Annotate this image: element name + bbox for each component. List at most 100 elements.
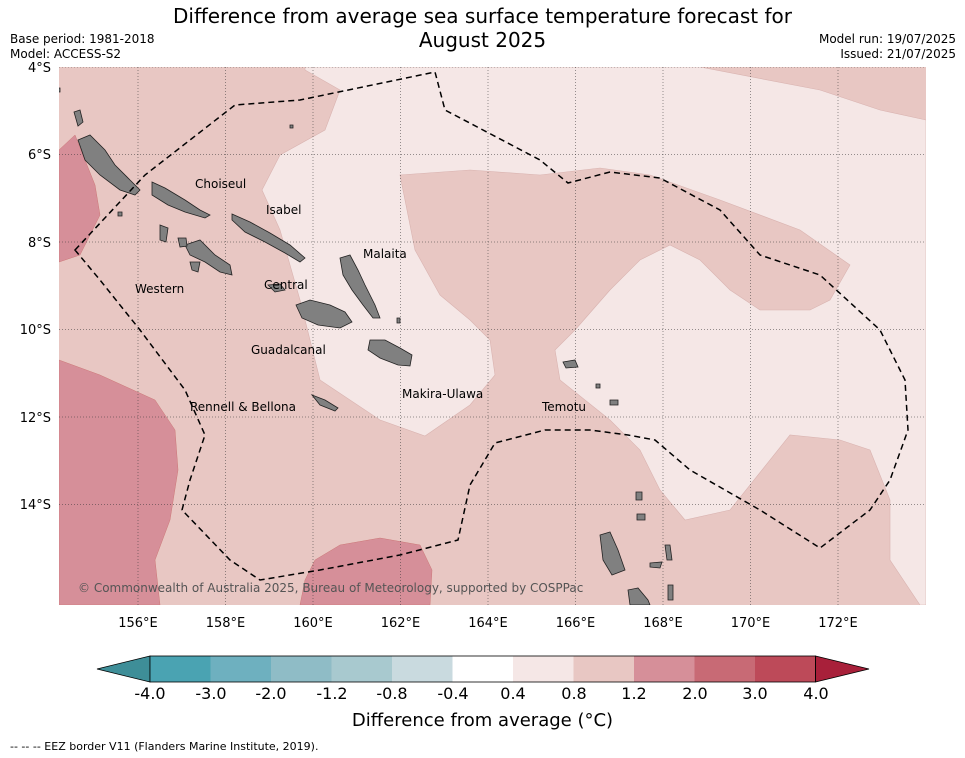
- copyright-notice: © Commonwealth of Australia 2025, Bureau…: [78, 581, 583, 595]
- colorbar-segment: [271, 656, 332, 682]
- lon-label: 164°E: [468, 616, 508, 631]
- colorbar-tick: -4.0: [134, 684, 165, 703]
- colorbar-tick: -2.0: [255, 684, 286, 703]
- colorbar-tick: 2.0: [682, 684, 707, 703]
- province-label-western: Western: [135, 282, 184, 296]
- lon-label: 166°E: [556, 616, 596, 631]
- model-run: Model run: 19/07/2025: [818, 32, 956, 46]
- lat-label: 10°S: [20, 323, 51, 338]
- colorbar-segment: [392, 656, 453, 682]
- island-tiny-1: [289, 124, 294, 129]
- island-guadalcanal: [295, 299, 353, 329]
- lat-label: 12°S: [20, 411, 51, 426]
- title-line-1: Difference from average sea surface temp…: [172, 4, 792, 28]
- colorbar-segment: [452, 656, 514, 682]
- meta-left: Base period: 1981-2018 Model: ACCESS-S2: [10, 32, 155, 62]
- province-label-isabel: Isabel: [266, 203, 301, 217]
- longitude-labels: 156°E 158°E 160°E 162°E 164°E 166°E 168°…: [118, 616, 858, 631]
- model-name: Model: ACCESS-S2: [10, 47, 122, 61]
- colorbar-segment: [755, 656, 816, 682]
- anomaly-region-0.4-0.8-north: [261, 67, 926, 605]
- island-rennell: [310, 394, 339, 412]
- base-period: Base period: 1981-2018: [10, 32, 155, 46]
- colorbar-segment: [573, 656, 635, 682]
- colorbar-segment: [694, 656, 756, 682]
- province-label-temotu: Temotu: [541, 400, 586, 414]
- latitude-labels: 4°S 6°S 8°S 10°S 12°S 14°S: [20, 61, 51, 513]
- island-choiseul: [151, 181, 211, 219]
- province-label-central: Central: [264, 278, 308, 292]
- title-line-2: August 2025: [418, 28, 547, 52]
- colorbar-tick: 0.4: [500, 684, 525, 703]
- island-maewo: [664, 544, 673, 561]
- graticule: [59, 67, 926, 605]
- colorbar-extend-low: [96, 655, 151, 683]
- island-ambae: [649, 561, 663, 569]
- island-malekula: [627, 587, 651, 605]
- island-buka: [73, 109, 84, 127]
- province-label-guadalcanal: Guadalcanal: [251, 343, 326, 357]
- colorbar-tick: -0.4: [437, 684, 468, 703]
- anomaly-region-1.2-2.0-west: [59, 134, 101, 263]
- island-makira: [367, 339, 413, 367]
- island-tiny-2: [59, 87, 61, 93]
- colorbar-tick: 1.2: [621, 684, 646, 703]
- province-label-malaita: Malaita: [363, 247, 407, 261]
- colorbar-segment: [331, 656, 393, 682]
- island-kolombangara: [177, 237, 188, 248]
- colorbar: [96, 655, 870, 683]
- lon-label: 156°E: [118, 616, 158, 631]
- island-santa-cruz: [562, 359, 579, 369]
- island-tiny-3: [396, 317, 401, 324]
- eez-legend-note: -- -- -- EEZ border V11 (Flanders Marine…: [10, 740, 319, 753]
- island-espiritu-santo: [599, 531, 626, 576]
- lat-label: 8°S: [28, 236, 51, 251]
- lat-label: 6°S: [28, 148, 51, 163]
- colorbar-tick: 0.8: [561, 684, 586, 703]
- lon-label: 168°E: [643, 616, 683, 631]
- colorbar-tick: -0.8: [376, 684, 407, 703]
- island-banks: [636, 513, 646, 521]
- province-label-choiseul: Choiseul: [195, 177, 246, 191]
- colorbar-segment: [210, 656, 272, 682]
- anomaly-region-1.2-2.0-southwest: [59, 359, 179, 605]
- issued-date: Issued: 21/07/2025: [840, 47, 956, 61]
- island-utupua: [595, 383, 601, 389]
- island-pentecost: [667, 584, 674, 601]
- land-islands: [59, 87, 674, 605]
- colorbar-tick: 3.0: [742, 684, 767, 703]
- lon-label: 162°E: [381, 616, 421, 631]
- island-florida: [267, 283, 286, 293]
- colorbar-segment: [150, 656, 211, 682]
- colorbar-extend-high: [815, 655, 870, 683]
- lat-label: 14°S: [20, 498, 51, 513]
- lon-label: 172°E: [818, 616, 858, 631]
- meta-right: Model run: 19/07/2025 Issued: 21/07/2025: [819, 32, 956, 62]
- island-shortlands: [117, 211, 123, 217]
- province-label-makira-ulawa: Makira-Ulawa: [402, 387, 483, 401]
- colorbar-label: Difference from average (°C): [351, 710, 614, 731]
- island-rendova: [189, 261, 201, 273]
- island-bougainville: [77, 134, 141, 196]
- colorbar-tick: -3.0: [195, 684, 226, 703]
- colorbar-outline: [149, 655, 816, 683]
- lat-label: 4°S: [28, 61, 51, 76]
- colorbar-segment: [634, 656, 695, 682]
- colorbar-segment: [513, 656, 574, 682]
- colorbar-tick: 4.0: [803, 684, 828, 703]
- colorbar-tick-labels: -4.0 -3.0 -2.0 -1.2 -0.8 -0.4 0.4 0.8 1.…: [134, 684, 828, 703]
- page-title: Difference from average sea surface temp…: [120, 4, 845, 52]
- island-isabel: [231, 213, 306, 263]
- map-area: Choiseul Isabel Malaita Western Central …: [59, 67, 926, 605]
- lon-label: 160°E: [293, 616, 333, 631]
- island-new-georgia: [184, 239, 233, 276]
- island-torres: [635, 491, 643, 501]
- island-vanikoro: [609, 399, 619, 406]
- colorbar-tick: -1.2: [316, 684, 347, 703]
- island-malaita: [339, 254, 381, 319]
- province-label-rennell-bellona: Rennell & Bellona: [190, 400, 296, 414]
- island-vella: [159, 224, 169, 243]
- lon-label: 170°E: [731, 616, 771, 631]
- lon-label: 158°E: [206, 616, 246, 631]
